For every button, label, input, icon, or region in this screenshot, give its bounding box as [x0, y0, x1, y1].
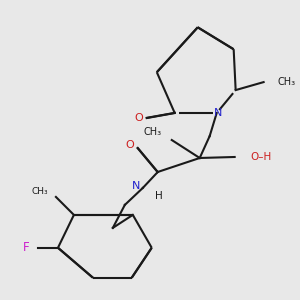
Text: CH₃: CH₃	[278, 77, 296, 87]
Text: F: F	[23, 242, 30, 254]
Text: CH₃: CH₃	[31, 188, 48, 196]
Text: CH₃: CH₃	[144, 127, 162, 137]
Text: O–H: O–H	[250, 152, 272, 162]
Text: O: O	[125, 140, 134, 150]
Text: H: H	[155, 191, 163, 201]
Text: N: N	[214, 108, 222, 118]
Text: N: N	[131, 181, 140, 191]
Text: O: O	[134, 113, 143, 123]
